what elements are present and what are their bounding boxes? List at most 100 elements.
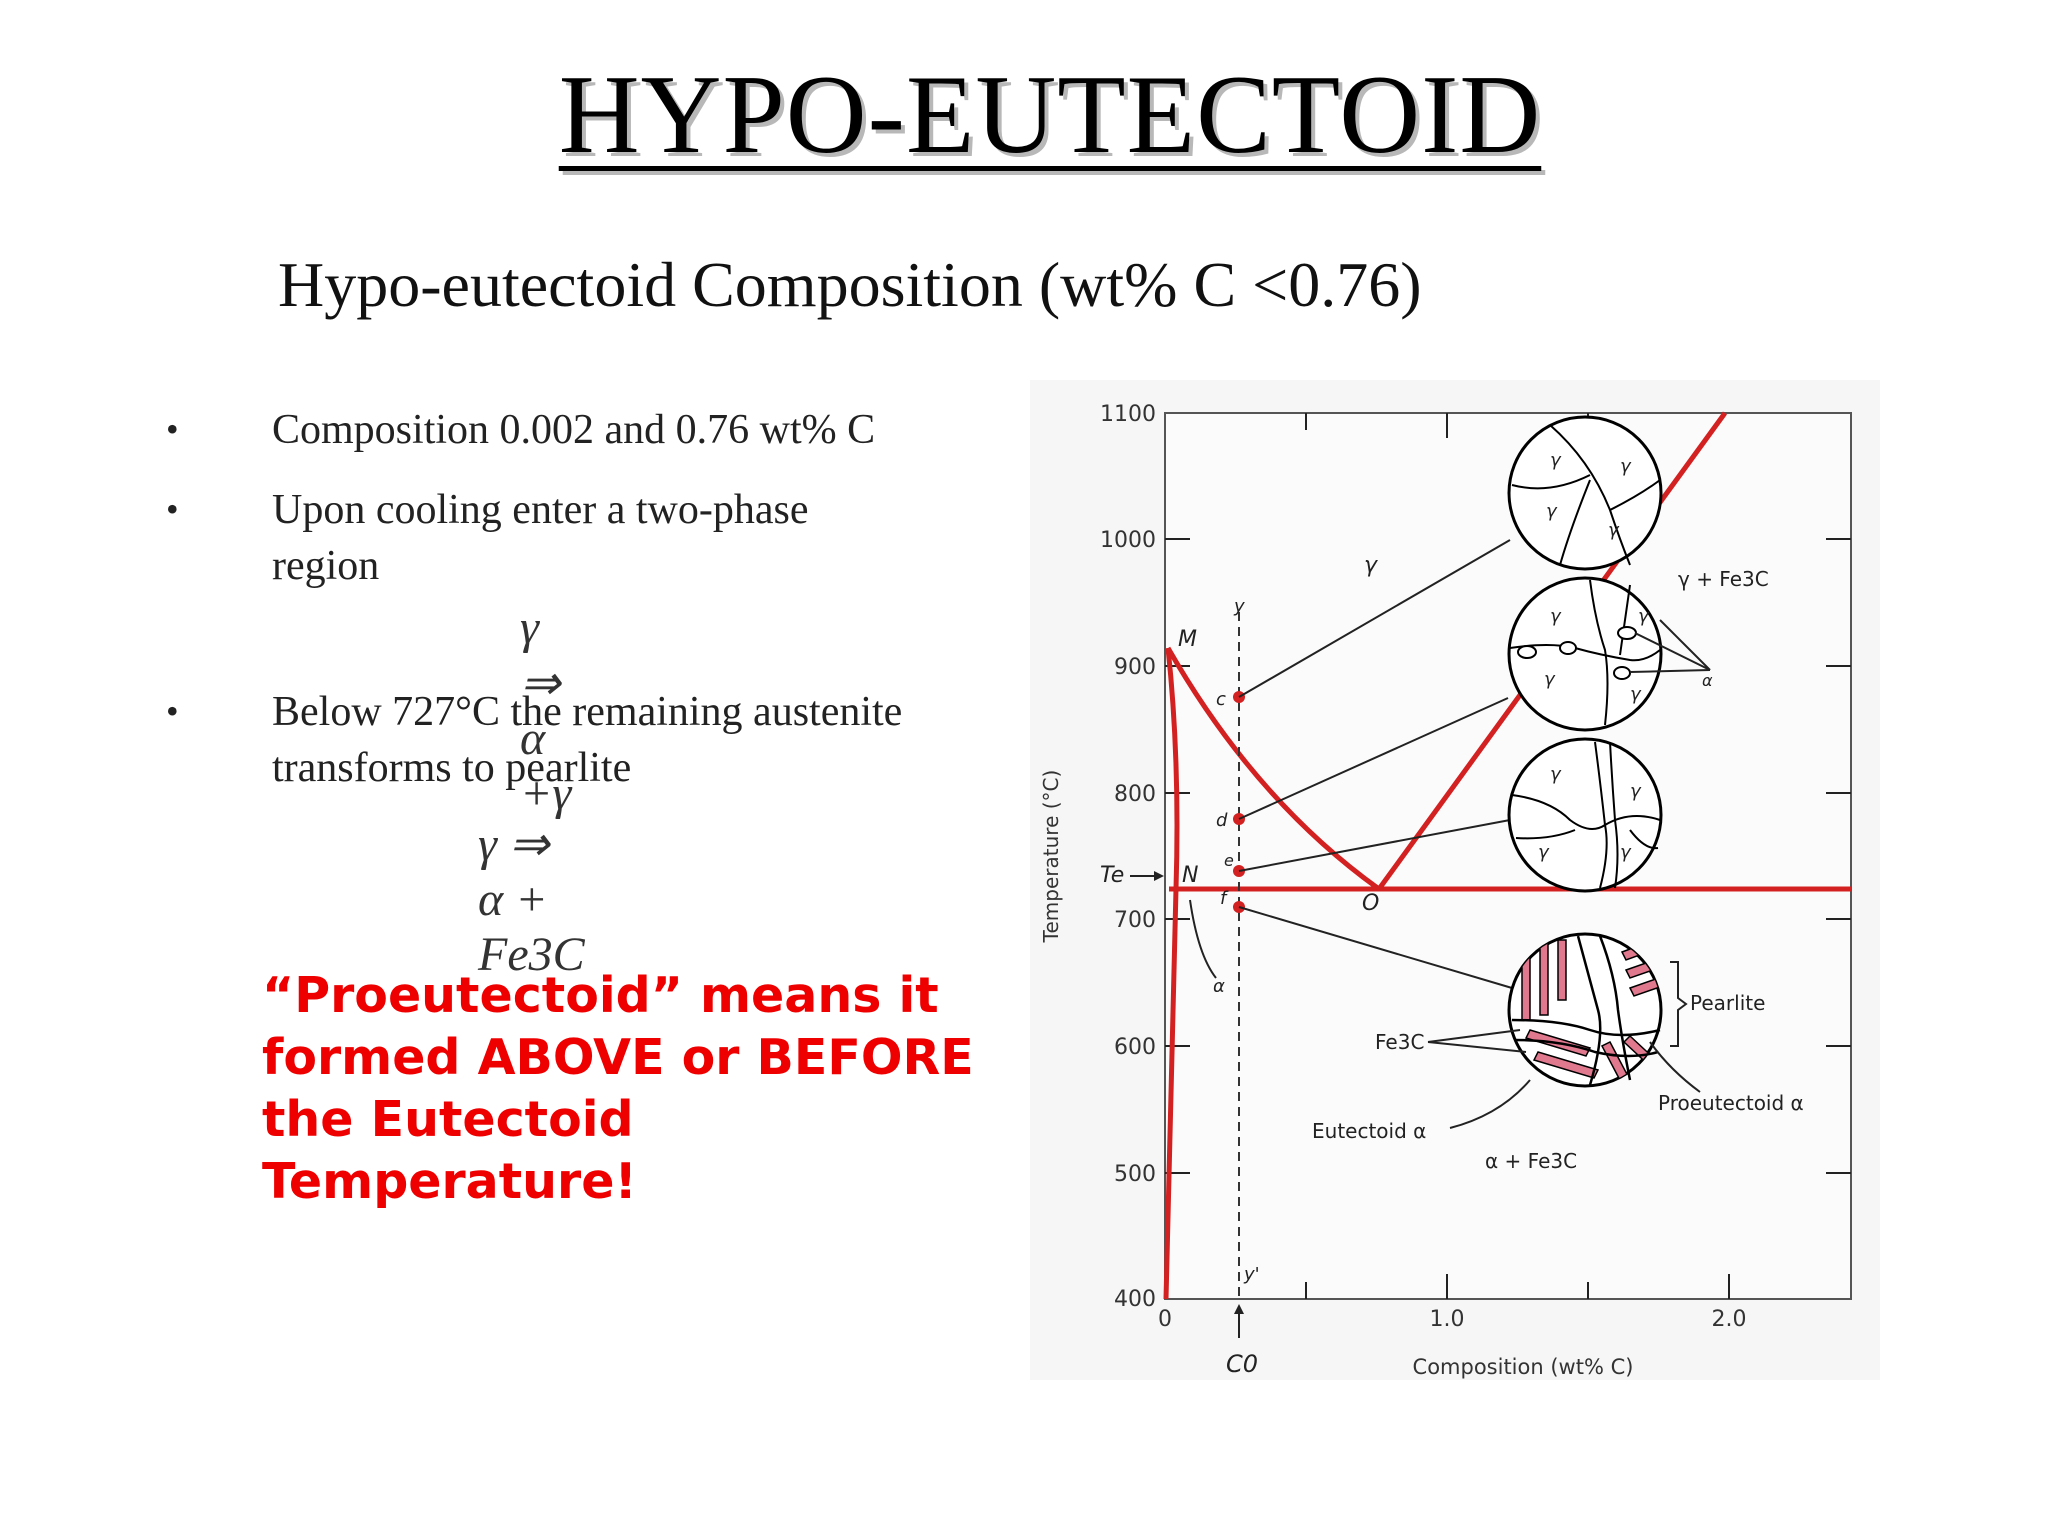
point-label-y-prime: y' [1243, 1264, 1260, 1285]
a3-boundary-line [1165, 646, 1381, 892]
micro-gamma-label: γ [1608, 520, 1620, 541]
fe3c-pointer-line [1427, 1029, 1521, 1043]
grain-boundary [1511, 794, 1661, 830]
bullet-marker: • [166, 409, 179, 449]
y-tick-label: 500 [1114, 1162, 1156, 1187]
grain-boundary [1609, 479, 1661, 511]
lamella [1539, 939, 1549, 1016]
leader-lines [1238, 539, 1513, 989]
region-label-alpha-fe3c: α + Fe3C [1485, 1149, 1577, 1173]
alpha-pointer-line [1659, 619, 1711, 671]
micro-circle-outline [1507, 576, 1663, 732]
grain-boundary [1619, 584, 1631, 656]
bullet-text-composition: Composition 0.002 and 0.76 wt% C [272, 407, 876, 453]
point-label-o: O [1362, 891, 1379, 916]
proeutectoid-alpha-pointer [1649, 1041, 1701, 1093]
point-label-f: f [1220, 888, 1229, 909]
y-tick-label: 900 [1114, 655, 1156, 680]
point-label-c: c [1216, 689, 1226, 710]
micro-gamma-label: γ [1550, 450, 1562, 471]
micro-gamma-label: γ [1630, 781, 1642, 802]
slide-subtitle: Hypo-eutectoid Composition (wt% C <0.76) [278, 249, 1422, 320]
micro-gamma-label: γ [1630, 684, 1642, 705]
proeutectoid-alpha-label: Proeutectoid α [1658, 1091, 1804, 1115]
fe3c-pointer-line [1427, 1041, 1527, 1053]
x-tick-label: 0 [1158, 1307, 1172, 1332]
y-tick-label: 1000 [1100, 528, 1156, 553]
alpha-pointer-lines [1629, 619, 1711, 673]
equation-gamma-to-alpha-fe3c: γ ⇒ α + Fe3C [478, 818, 585, 981]
grain-boundary [1629, 829, 1659, 850]
leader-line-e [1238, 819, 1511, 872]
y-tick-label: 600 [1114, 1035, 1156, 1060]
x-tick-label: 2.0 [1712, 1307, 1747, 1332]
y-tick-label: 800 [1114, 782, 1156, 807]
micro-gamma-label: γ [1544, 669, 1556, 690]
eutectoid-alpha-label: Eutectoid α [1312, 1119, 1426, 1143]
micro-gamma-label: γ [1620, 842, 1632, 863]
slide-title: HYPO-EUTECTOID [558, 53, 1542, 177]
te-arrowhead [1154, 871, 1164, 881]
micro-gamma-label: γ [1546, 501, 1558, 522]
bullet-text-pearlite: Below 727°C the remaining austenite tran… [272, 689, 903, 791]
fe-c-phase-diagram: 1100 1000 900 800 700 600 500 400 Temper… [1030, 380, 1880, 1380]
bullet-text-cooling: Upon cooling enter a two-phase region [272, 487, 809, 589]
lamella [1532, 1051, 1600, 1079]
eutectoid-alpha-pointer [1449, 1079, 1531, 1129]
grain-boundary [1594, 741, 1608, 889]
micro-gamma-label: γ [1538, 842, 1550, 863]
point-label-n: N [1182, 863, 1198, 888]
grain-boundary [1549, 424, 1631, 566]
x-axis [1305, 413, 1730, 1299]
micro-alpha-label: α [1702, 671, 1713, 690]
microstructure-circle-gamma-alpha: γ γ γ γ α [1507, 576, 1713, 732]
micro-gamma-label: γ [1620, 456, 1632, 477]
alpha-pointer-line [1629, 669, 1711, 673]
plot-frame [1164, 412, 1852, 1300]
grain-boundary [1559, 479, 1591, 566]
phase-boundaries [1163, 411, 1851, 1300]
x-tick-label: 1.0 [1430, 1307, 1465, 1332]
point-label-y: y [1233, 596, 1245, 617]
leader-line-d [1238, 697, 1509, 820]
pearlite-bracket [1670, 961, 1688, 1047]
point-label-m: M [1178, 627, 1197, 652]
proeutectoid-alpha-boundary [1511, 1018, 1661, 1037]
alpha-nucleus [1613, 666, 1631, 680]
leader-line-f [1238, 906, 1513, 989]
alpha-pointer-line [1189, 899, 1217, 979]
fe3c-pointer-lines [1427, 1029, 1527, 1053]
region-label-alpha: α [1213, 976, 1225, 997]
pearlite-label: Pearlite [1690, 991, 1765, 1015]
alpha-nucleus [1617, 626, 1637, 640]
point-label-e: e [1224, 851, 1234, 870]
grain-boundary [1511, 474, 1591, 490]
y-tick-label: 1100 [1100, 402, 1156, 427]
micro-gamma-label: γ [1550, 606, 1562, 627]
proeutectoid-callout: “Proeutectoid” means it formed ABOVE or … [262, 967, 974, 1210]
region-label-gamma: γ [1364, 553, 1378, 578]
y-axis-label: Temperature (°C) [1039, 770, 1063, 944]
micro-gamma-label: γ [1638, 606, 1650, 627]
point-label-d: d [1216, 810, 1228, 831]
grain-boundary [1509, 644, 1661, 662]
proeutectoid-alpha-boundary [1576, 935, 1602, 1086]
micro-gamma-label: γ [1550, 764, 1562, 785]
grain-boundary [1589, 579, 1609, 726]
y-tick-label: 400 [1114, 1287, 1156, 1312]
alpha-nucleus [1517, 645, 1537, 659]
microstructure-circle-pearlite [1507, 932, 1663, 1088]
microstructure-circle-gamma: γ γ γ γ [1507, 415, 1663, 571]
x-axis-label: Composition (wt% C) [1413, 1355, 1634, 1379]
y-tick-label: 700 [1114, 908, 1156, 933]
c0-arrowhead [1234, 1304, 1244, 1314]
c0-label: C0 [1226, 1350, 1258, 1378]
microstructure-circle-alpha-grown: γ γ γ γ [1507, 737, 1663, 893]
region-label-gamma-fe3c: γ + Fe3C [1678, 567, 1769, 591]
grain-boundary [1515, 829, 1576, 840]
bullet-marker: • [166, 489, 179, 529]
bullet-marker: • [166, 691, 179, 731]
proeutectoid-alpha-boundary [1513, 1038, 1659, 1058]
te-label: Te [1100, 863, 1124, 888]
grain-boundary [1609, 741, 1619, 889]
